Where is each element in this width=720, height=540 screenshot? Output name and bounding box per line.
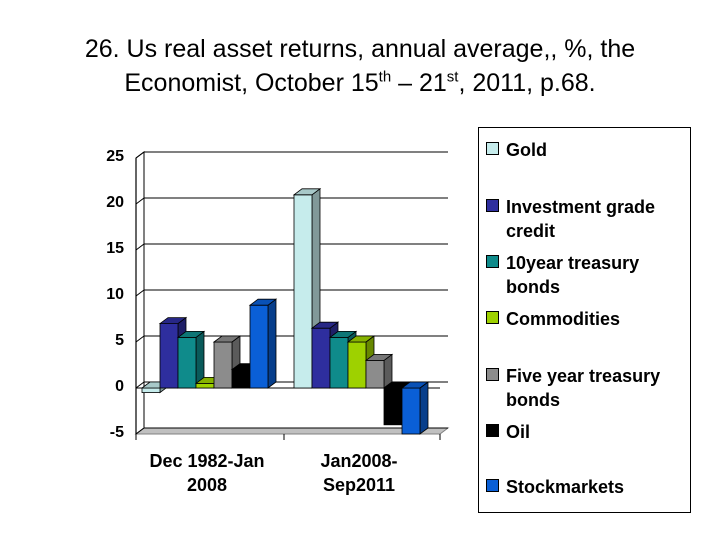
legend-label: Stockmarkets — [506, 475, 691, 499]
slide-title: 26. Us real asset returns, annual averag… — [0, 32, 720, 100]
chart-floor — [134, 427, 450, 435]
legend-label-line: Gold — [506, 140, 547, 160]
y-tick-label: -5 — [109, 424, 124, 441]
legend-label: Gold — [506, 138, 691, 162]
y-tick-label: 20 — [106, 194, 124, 211]
legend-swatch — [486, 199, 499, 212]
y-tick-label: 0 — [115, 378, 124, 395]
legend-label-line: Commodities — [506, 309, 621, 329]
y-tick-label: 5 — [115, 332, 124, 349]
category-label-line: Dec 1982-Jan — [149, 451, 265, 471]
gridline-diagonal — [135, 335, 145, 343]
y-tick-label: 25 — [106, 148, 124, 165]
y-tick-label: 15 — [106, 240, 124, 257]
legend-swatch — [486, 479, 499, 492]
chart-legend: Gold Investment grade credit 10year treasur… — [478, 127, 691, 513]
title-line-1: 26. Us real asset returns, annual averag… — [84, 35, 636, 63]
y-tick-label: 10 — [106, 286, 124, 303]
legend-label-line: credit — [506, 221, 556, 241]
legend-label-line: Oil — [506, 422, 531, 442]
legend-label: 10year treasury bonds — [506, 251, 691, 299]
bar-five-year-treasury-bonds-2 — [364, 353, 394, 389]
legend-swatch — [486, 142, 499, 155]
legend-label-line: Investment grade — [506, 197, 656, 217]
category-label: Dec 1982-Jan 2008 — [132, 449, 282, 497]
legend-label-line: bonds — [506, 390, 560, 410]
legend-label-line: Stockmarkets — [506, 477, 625, 497]
category-label: Jan2008- Sep2011 — [284, 449, 434, 497]
gridline-diagonal — [135, 289, 145, 297]
bar-stockmarkets-1 — [248, 298, 278, 389]
category-label-line: 2008 — [186, 475, 228, 495]
bar-stockmarkets-2 — [400, 381, 430, 435]
gridline-diagonal — [135, 197, 145, 205]
gridline-diagonal — [135, 151, 145, 159]
legend-label: Investment grade credit — [506, 195, 691, 243]
legend-swatch — [486, 255, 499, 268]
legend-label-line: Five year treasury — [506, 366, 661, 386]
legend-swatch — [486, 311, 499, 324]
gridline-diagonal — [135, 381, 145, 389]
gridline-diagonal — [135, 243, 145, 251]
legend-label: Commodities — [506, 307, 691, 331]
legend-label-line: 10year treasury — [506, 253, 640, 273]
legend-label-line: bonds — [506, 277, 560, 297]
gridline-diagonal — [135, 427, 145, 435]
legend-swatch — [486, 424, 499, 437]
title-line-2: Economist, October 15th – 21st, 2011, p.… — [124, 68, 596, 97]
category-label-line: Sep2011 — [322, 475, 396, 495]
category-label-line: Jan2008- — [320, 451, 398, 471]
legend-swatch — [486, 368, 499, 381]
bar-10year-treasury-bonds-1 — [176, 330, 206, 389]
legend-label: Five year treasury bonds — [506, 364, 691, 412]
legend-label: Oil — [506, 420, 691, 444]
